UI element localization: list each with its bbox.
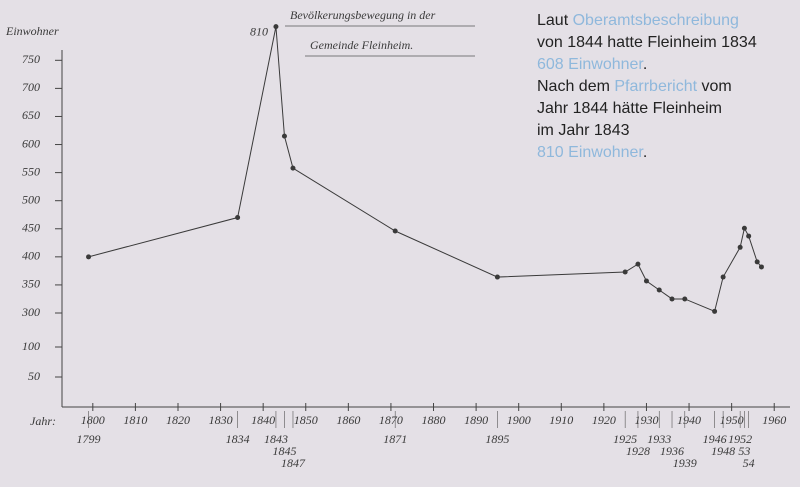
- point-year-label: 1847: [281, 456, 306, 470]
- point-year-label: 1834: [226, 432, 250, 446]
- annotation-text: Nach dem: [537, 78, 614, 95]
- point: [494, 274, 500, 280]
- y-tick-label: 450: [22, 221, 40, 235]
- annotation-text: Oberamtsbeschreibung: [573, 12, 739, 29]
- point-year-label: 1946: [703, 432, 727, 446]
- x-tick-label: 1950: [720, 413, 744, 427]
- point-year-label: 1799: [77, 432, 101, 446]
- point: [758, 264, 764, 270]
- data-label: 810: [250, 24, 268, 38]
- annotation-text: Laut: [537, 12, 573, 29]
- point: [235, 215, 241, 221]
- annotation-line: Jahr 1844 hätte Fleinheim: [537, 100, 722, 117]
- point: [622, 269, 628, 275]
- x-tick-label: 1940: [677, 413, 701, 427]
- y-tick-label: 50: [28, 369, 40, 383]
- chart-title: Gemeinde Fleinheim.: [310, 38, 413, 52]
- annotation-text: von 1844 hatte Fleinheim 1834: [537, 34, 757, 51]
- y-axis-label: Einwohner: [5, 24, 59, 38]
- point: [656, 287, 662, 293]
- x-tick-label: 1910: [549, 413, 573, 427]
- point: [720, 274, 726, 280]
- point-year-label: 1933: [647, 432, 671, 446]
- point: [281, 133, 287, 139]
- point-year-label: 1948: [711, 444, 735, 458]
- x-tick-label: 1850: [294, 413, 318, 427]
- x-tick-label: 1820: [166, 413, 190, 427]
- y-tick-label: 600: [22, 136, 40, 150]
- point-year-label: 1925: [613, 432, 637, 446]
- point: [86, 254, 92, 260]
- y-tick-label: 500: [22, 192, 40, 206]
- x-tick-label: 1830: [209, 413, 233, 427]
- point: [682, 296, 688, 302]
- point: [669, 296, 675, 302]
- annotation-line: 810 Einwohner.: [537, 144, 647, 161]
- point: [741, 225, 747, 231]
- chart-title: Bevölkerungsbewegung in der: [290, 8, 436, 22]
- annotation-text: .: [643, 144, 647, 161]
- point-year-label: 1843: [264, 432, 288, 446]
- point-year-label: 53: [738, 444, 750, 458]
- point-year-label: 54: [743, 456, 755, 470]
- x-tick-label: 1890: [464, 413, 488, 427]
- point: [635, 261, 641, 267]
- y-tick-label: 750: [22, 52, 40, 66]
- annotation-text: .: [643, 56, 647, 73]
- point: [643, 278, 649, 284]
- point-year-label: 1928: [626, 444, 650, 458]
- annotation-line: im Jahr 1843: [537, 122, 630, 139]
- y-tick-label: 100: [22, 339, 40, 353]
- point: [290, 165, 296, 171]
- annotation-text: Pfarrbericht: [614, 78, 697, 95]
- point: [712, 308, 718, 314]
- x-tick-label: 1960: [762, 413, 786, 427]
- x-tick-label: 1870: [379, 413, 403, 427]
- y-tick-label: 350: [21, 277, 40, 291]
- annotation-text: 810 Einwohner: [537, 144, 644, 161]
- y-tick-label: 400: [22, 249, 40, 263]
- annotation-line: 608 Einwohner.: [537, 56, 647, 73]
- point-year-label: 1952: [728, 432, 752, 446]
- annotation-text: vom: [697, 78, 732, 95]
- annotation-text: 608 Einwohner: [537, 56, 644, 73]
- point: [746, 233, 752, 239]
- point: [737, 244, 743, 250]
- x-tick-label: 1930: [634, 413, 658, 427]
- point-year-label: 1939: [673, 456, 697, 470]
- point: [754, 259, 760, 265]
- annotation-line: Nach dem Pfarrbericht vom: [537, 78, 732, 95]
- x-tick-label: 1860: [336, 413, 360, 427]
- point-year-label: 1871: [383, 432, 407, 446]
- annotation-text: Jahr 1844 hätte Fleinheim: [537, 100, 722, 117]
- y-tick-label: 300: [21, 305, 40, 319]
- annotation-text: im Jahr 1843: [537, 122, 630, 139]
- annotation-line: von 1844 hatte Fleinheim 1834: [537, 34, 757, 51]
- annotation-line: Laut Oberamtsbeschreibung: [537, 12, 739, 29]
- x-axis-label: Jahr:: [30, 414, 56, 428]
- x-tick-label: 1920: [592, 413, 616, 427]
- point-year-label: 1936: [660, 444, 684, 458]
- y-tick-label: 650: [22, 108, 40, 122]
- y-tick-label: 550: [22, 164, 40, 178]
- point-year-label: 1845: [272, 444, 296, 458]
- x-tick-label: 1800: [81, 413, 105, 427]
- x-tick-label: 1810: [123, 413, 147, 427]
- annotation: Laut Oberamtsbeschreibung von 1844 hatte …: [537, 12, 757, 161]
- point: [273, 24, 279, 30]
- line: [88, 26, 762, 312]
- y-tick-label: 700: [22, 80, 40, 94]
- point-year-label: 1895: [485, 432, 509, 446]
- x-tick-label: 1840: [251, 413, 275, 427]
- x-tick-label: 1900: [507, 413, 531, 427]
- x-tick-label: 1880: [422, 413, 446, 427]
- point: [392, 228, 398, 234]
